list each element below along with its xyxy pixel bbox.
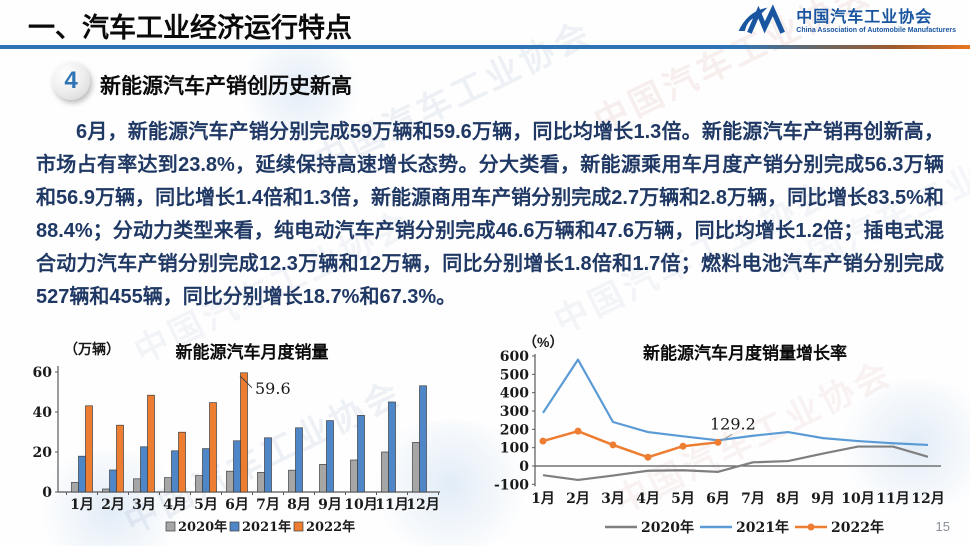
svg-text:7月: 7月 bbox=[741, 491, 765, 507]
svg-text:40: 40 bbox=[33, 405, 53, 421]
svg-text:1月: 1月 bbox=[531, 491, 555, 507]
svg-text:100: 100 bbox=[500, 441, 529, 457]
svg-text:0: 0 bbox=[519, 459, 529, 475]
section-number-badge: 4 bbox=[52, 62, 90, 100]
svg-text:5月: 5月 bbox=[194, 497, 218, 513]
section-heading: 新能源汽车产销创历史新高 bbox=[100, 75, 352, 98]
svg-text:400: 400 bbox=[500, 386, 529, 402]
svg-text:600: 600 bbox=[500, 349, 529, 365]
svg-text:2月: 2月 bbox=[566, 491, 590, 507]
svg-text:3月: 3月 bbox=[132, 497, 156, 513]
nev-monthly-growth-chart: （%） 新能源汽车月度销量增长率 600 500 400 300 200 100 0 -1001月… bbox=[494, 334, 945, 536]
svg-text:2月: 2月 bbox=[101, 497, 125, 513]
svg-text:20: 20 bbox=[33, 445, 53, 461]
svg-text:2021年: 2021年 bbox=[736, 519, 789, 536]
svg-text:2022年: 2022年 bbox=[831, 519, 884, 536]
svg-text:6月: 6月 bbox=[225, 497, 249, 513]
svg-text:6月: 6月 bbox=[706, 491, 730, 507]
svg-text:9月: 9月 bbox=[318, 497, 342, 513]
svg-text:新能源汽车月度销量: 新能源汽车月度销量 bbox=[176, 342, 329, 362]
svg-text:3月: 3月 bbox=[601, 491, 625, 507]
svg-text:2020年: 2020年 bbox=[641, 519, 694, 536]
svg-text:（万辆）: （万辆） bbox=[64, 341, 120, 357]
svg-text:60: 60 bbox=[33, 365, 53, 381]
svg-text:8月: 8月 bbox=[776, 491, 800, 507]
svg-text:4月: 4月 bbox=[163, 497, 187, 513]
svg-text:59.6: 59.6 bbox=[255, 379, 291, 398]
svg-text:1月: 1月 bbox=[70, 497, 94, 513]
svg-text:2022年: 2022年 bbox=[306, 519, 355, 535]
svg-text:2020年: 2020年 bbox=[178, 519, 227, 535]
svg-text:129.2: 129.2 bbox=[710, 414, 756, 433]
svg-text:0: 0 bbox=[42, 485, 52, 501]
svg-text:-100: -100 bbox=[494, 477, 529, 493]
logo-name-cn: 中国汽车工业协会 bbox=[796, 9, 933, 27]
svg-text:4月: 4月 bbox=[636, 491, 660, 507]
svg-text:10月: 10月 bbox=[841, 491, 874, 507]
svg-text:300: 300 bbox=[500, 404, 529, 420]
cama-logo-icon bbox=[738, 4, 786, 34]
svg-text:11月: 11月 bbox=[375, 497, 408, 513]
svg-text:8月: 8月 bbox=[287, 497, 311, 513]
svg-text:新能源汽车月度销量增长率: 新能源汽车月度销量增长率 bbox=[643, 343, 847, 363]
svg-text:12月: 12月 bbox=[406, 497, 439, 513]
page-number: 15 bbox=[935, 519, 950, 534]
header-divider bbox=[0, 45, 970, 49]
svg-text:7月: 7月 bbox=[256, 497, 280, 513]
nev-monthly-sales-chart: （万辆） 新能源汽车月度销量 0 20 40 60 1月 2月 3月 4月 5月 6月 7月 8月 9月 10… bbox=[33, 341, 440, 535]
svg-text:200: 200 bbox=[500, 422, 529, 438]
svg-text:2021年: 2021年 bbox=[242, 519, 291, 535]
cama-logo: 中国汽车工业协会 China Association of Automobile… bbox=[735, 4, 956, 40]
svg-text:（%）: （%） bbox=[523, 334, 563, 350]
svg-text:10月: 10月 bbox=[344, 497, 377, 513]
svg-text:500: 500 bbox=[500, 367, 529, 383]
svg-text:9月: 9月 bbox=[811, 491, 835, 507]
logo-name-en: China Association of Automobile Manufact… bbox=[796, 26, 956, 34]
page-title: 一、汽车工业经济运行特点 bbox=[28, 13, 352, 43]
body-paragraph: 6月，新能源汽车产销分别完成59万辆和59.6万辆，同比均增长1.3倍。新能源汽… bbox=[36, 121, 944, 308]
svg-text:5月: 5月 bbox=[671, 491, 695, 507]
svg-text:11月: 11月 bbox=[876, 491, 909, 507]
svg-text:12月: 12月 bbox=[911, 491, 944, 507]
